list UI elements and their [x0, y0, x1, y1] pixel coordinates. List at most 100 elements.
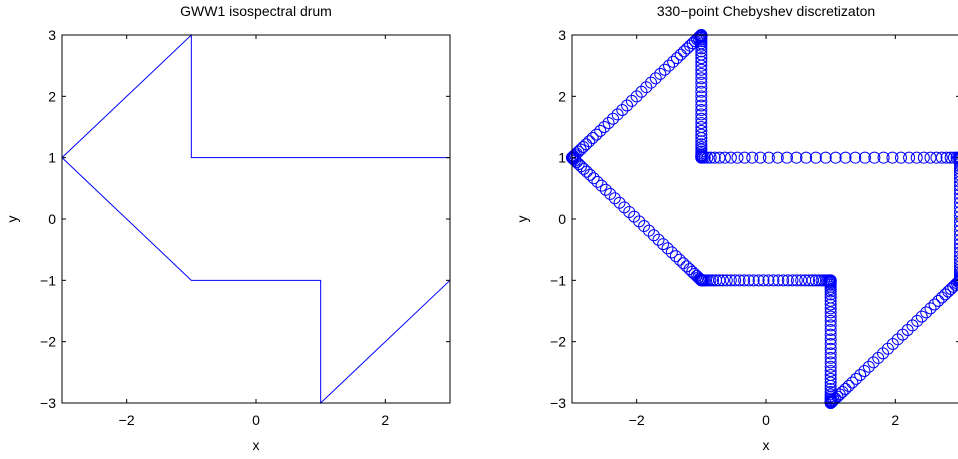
discretization-point [839, 151, 852, 164]
discretization-point [935, 291, 948, 304]
discretization-point [849, 151, 862, 164]
y-axis-label: y [4, 216, 20, 223]
y-tick-label: 1 [558, 150, 566, 166]
x-tick-label: 0 [762, 412, 770, 428]
discretization-point [954, 163, 958, 175]
discretization-point [790, 151, 803, 164]
discretization-point [920, 306, 933, 319]
discretization-point [762, 274, 775, 287]
discretization-point [733, 274, 746, 287]
chart-panel-left: GWW1 isospectral drum −2 0 2 3 2 1 0 −1 −2 −3 x y [4, 3, 451, 453]
discretization-point [954, 234, 958, 246]
discretization-point [604, 187, 617, 200]
discretization-point [824, 382, 837, 395]
discretization-point [757, 274, 770, 287]
discretization-point [611, 108, 624, 121]
discretization-point [935, 151, 948, 164]
chart-title: GWW1 isospectral drum [180, 3, 332, 19]
axes-box [61, 34, 451, 404]
discretization-point [954, 169, 958, 181]
discretization-point [824, 369, 837, 382]
discretization-point [695, 72, 708, 85]
discretization-point [824, 306, 837, 319]
discretization-point [954, 246, 958, 258]
discretization-point [695, 52, 708, 65]
discretization-point [716, 274, 729, 287]
discretization-point [667, 55, 680, 68]
discretization-point [695, 124, 708, 137]
discretization-point [842, 379, 855, 392]
discretization-point [824, 298, 837, 311]
discretization-point [670, 52, 683, 65]
discretization-point [680, 260, 693, 273]
discretization-point [628, 210, 641, 223]
discretization-point [872, 351, 885, 364]
discretization-point [954, 206, 958, 218]
discretization-point [695, 39, 708, 52]
plot-area [566, 29, 958, 409]
discretization-point [786, 274, 799, 287]
y-tick-label: 2 [558, 88, 566, 104]
discretization-point [708, 151, 721, 164]
discretization-point [932, 294, 945, 307]
discretization-point [695, 99, 708, 112]
discretization-point [881, 342, 894, 355]
boundary-line [61, 33, 451, 405]
x-axis-label: x [253, 437, 260, 453]
discretization-point [824, 323, 837, 336]
discretization-point [824, 333, 837, 346]
y-tick-label: −3 [40, 395, 56, 411]
discretization-point [952, 275, 958, 288]
discretization-point [658, 63, 671, 76]
chart-panel-right: 330−point Chebyshev discretizaton −2 0 2 3 2… [514, 3, 958, 453]
discretization-point [824, 388, 837, 401]
discretization-point [790, 274, 803, 287]
y-tick-label: −3 [550, 395, 566, 411]
discretization-point [594, 124, 607, 137]
discretization-point [695, 94, 708, 107]
discretization-point [954, 166, 958, 178]
discretization-point [695, 63, 708, 76]
discretization-point [954, 260, 958, 272]
x-axis-label: x [763, 437, 770, 453]
discretization-point [886, 338, 899, 351]
discretization-point [771, 151, 784, 164]
discretization-point [954, 172, 958, 184]
discretization-point [824, 342, 837, 355]
discretization-point [942, 285, 955, 298]
discretization-point [954, 210, 958, 223]
discretization-point [809, 151, 822, 164]
axis-ticks: −2 0 2 3 2 1 0 −1 −2 −3 [550, 27, 958, 428]
discretization-point [729, 274, 742, 287]
discretization-point [621, 99, 634, 112]
discretization-point [954, 192, 958, 204]
discretization-point [824, 364, 837, 377]
discretization-point [683, 263, 696, 276]
discretization-point [684, 39, 697, 52]
discretization-point [587, 172, 600, 185]
plot-area [61, 33, 451, 405]
discretization-point [930, 151, 943, 164]
discretization-point [570, 156, 583, 169]
discretization-point [954, 238, 958, 250]
discretization-point [953, 274, 958, 287]
discretization-point [824, 356, 837, 369]
x-tick-label: 2 [891, 412, 899, 428]
discretization-point [954, 263, 958, 275]
discretization-point [752, 274, 765, 287]
chart-title: 330−point Chebyshev discretizaton [657, 3, 875, 19]
discretization-point [928, 298, 941, 311]
discretization-point [939, 288, 952, 301]
discretization-point [824, 314, 837, 327]
discretization-point [695, 42, 708, 55]
discretization-point [640, 81, 653, 94]
discretization-point [772, 274, 785, 287]
discretization-point [917, 151, 930, 164]
discretization-point [742, 274, 755, 287]
discretization-point [824, 376, 837, 389]
discretization-point [602, 116, 615, 129]
discretization-point [584, 168, 597, 181]
discretization-point [954, 201, 958, 213]
discretization-point [829, 151, 842, 164]
discretization-point [954, 220, 958, 232]
